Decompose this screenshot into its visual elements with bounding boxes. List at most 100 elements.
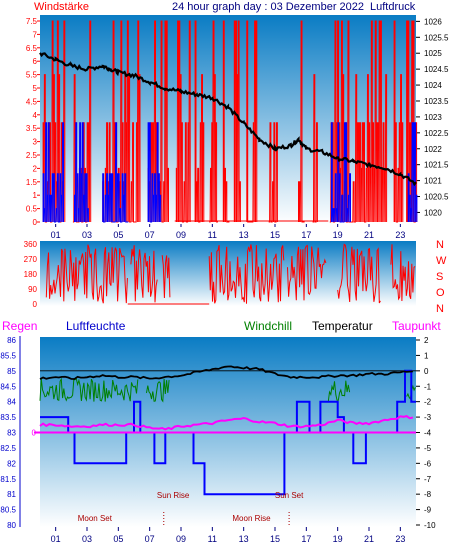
windchill-segment (327, 380, 351, 402)
gust-segment (222, 20, 230, 223)
windchill-segment (146, 378, 170, 403)
pressure-tick-label: 1020.5 (424, 193, 449, 202)
wind-tick-label: 0.5 (26, 205, 38, 214)
temperature-tick-label: -9 (424, 506, 432, 515)
wind-tick-label: 5 (33, 84, 38, 93)
event-annotation: Sun Rise (157, 491, 190, 500)
pressure-tick-label: 1025 (424, 49, 442, 58)
humidity-tick-label: 80 (7, 521, 16, 530)
time-label: 21 (364, 534, 374, 544)
gust-segment (329, 20, 388, 223)
direction-tick-label: 90 (28, 285, 37, 294)
humidity-tick-label: 81 (7, 490, 16, 499)
direction-segment (161, 255, 171, 299)
temperature-tick-label: -2 (424, 398, 432, 407)
humidity-tick-label: 84.5 (0, 382, 16, 391)
sun-moon-annotations: Moon Set Sun Rise Moon Rise Sun Set (78, 491, 304, 527)
pressure-tick-label: 1021.5 (424, 161, 449, 170)
time-label: 07 (145, 534, 155, 544)
humidity-tick-label: 86 (7, 336, 16, 345)
wind-tick-label: 7.5 (26, 17, 38, 26)
time-label: 07 (145, 230, 155, 240)
direction-tick-label: 0 (33, 300, 38, 309)
temperature-tick-label: -7 (424, 475, 432, 484)
direction-axis: 0 90 180 270 360 (24, 240, 38, 309)
compass-label: O (436, 287, 445, 299)
wind-tick-label: 1 (33, 191, 38, 200)
pressure-tick-label: 1022 (424, 145, 442, 154)
gust-segment (246, 20, 258, 223)
gust-segment (268, 122, 278, 223)
wind-tick-label: 3.5 (26, 124, 38, 133)
compass-label: N (436, 303, 444, 315)
gust-segment (298, 20, 305, 223)
time-label: 11 (208, 534, 217, 544)
humidity-tick-label: 82.5 (0, 444, 16, 453)
time-label: 11 (208, 230, 217, 240)
direction-segment (208, 244, 285, 304)
pressure-tick-label: 1024.5 (424, 65, 449, 74)
time-label: 17 (301, 230, 311, 240)
time-label: 05 (113, 230, 123, 240)
temperature-tick-label: -4 (424, 429, 432, 438)
time-label: 13 (239, 230, 249, 240)
legend-rain: Regen (2, 319, 37, 333)
humidity-tick-label: 80.5 (0, 506, 16, 515)
wind-segment (42, 122, 64, 223)
pressure-tick-label: 1020 (424, 208, 442, 217)
time-label: 03 (82, 230, 92, 240)
wind-tick-label: 5.5 (26, 71, 38, 80)
legend-dewpoint: Taupunkt (392, 319, 441, 333)
compass-label: W (436, 255, 447, 267)
time-label: 09 (176, 230, 186, 240)
direction-segment (130, 245, 158, 303)
pressure-axis-title: Luftdruck (370, 1, 416, 13)
gust-segment (312, 74, 318, 223)
humidity-tick-label: 82 (7, 459, 16, 468)
temperature-axis: 2 1 0 -1 -2 -3 -4 -5 -6 -7 -8 -9 -10 (40, 336, 436, 530)
wind-segment (74, 122, 89, 223)
time-label: 01 (51, 534, 61, 544)
direction-tick-label: 180 (24, 270, 38, 279)
time-label: 17 (301, 534, 311, 544)
humidity-tick-label: 81.5 (0, 475, 16, 484)
wind-tick-label: 7 (33, 30, 38, 39)
wind-axis-title: Windstärke (34, 1, 89, 13)
time-label: 23 (395, 230, 405, 240)
temperature-tick-label: -5 (424, 444, 432, 453)
wind-speed-axis: 0 0.5 1 1.5 2 2.5 3 3.5 4 4.5 5 5.5 6 6.5 7 7.5 (26, 17, 40, 227)
time-label: 09 (176, 534, 186, 544)
time-label: 01 (51, 230, 61, 240)
wind-segment (102, 122, 129, 223)
gust-segment (393, 20, 404, 223)
gust-segment (233, 20, 241, 223)
humidity-tick-label: 85 (7, 367, 16, 376)
temperature-tick-label: -10 (424, 521, 436, 530)
pressure-tick-label: 1022.5 (424, 129, 449, 138)
direction-tick-label: 270 (24, 255, 38, 264)
wind-segment (407, 122, 418, 223)
time-label: 05 (113, 534, 123, 544)
compass-label: N (436, 239, 444, 251)
event-annotation: Sun Set (275, 491, 304, 500)
wind-speed-series (42, 122, 418, 223)
wind-tick-label: 2 (33, 164, 38, 173)
event-annotation: Moon Rise (232, 514, 271, 523)
legend-humidity: Luftfeuchte (66, 319, 126, 333)
temperature-tick-label: -8 (424, 490, 432, 499)
humidity-axis: 80 80.5 81 81.5 82 82.5 83 83.5 84 84.5 85 85.5 86 (0, 336, 16, 530)
wind-tick-label: 0 (33, 218, 38, 227)
direction-tick-label: 360 (24, 240, 38, 249)
dewpoint-line (39, 415, 414, 431)
wind-direction-series (45, 243, 416, 305)
time-label: 15 (270, 230, 280, 240)
wind-tick-label: 4.5 (26, 97, 38, 106)
time-axis-bottom: 01 03 05 07 09 11 13 15 17 19 21 23 (51, 527, 405, 544)
direction-segment (390, 244, 416, 302)
wind-tick-label: 2.5 (26, 151, 38, 160)
wind-tick-label: 4 (33, 111, 38, 120)
pressure-tick-label: 1023.5 (424, 97, 449, 106)
humidity-tick-label: 83.5 (0, 413, 16, 422)
humidity-tick-label: 85.5 (0, 351, 16, 360)
